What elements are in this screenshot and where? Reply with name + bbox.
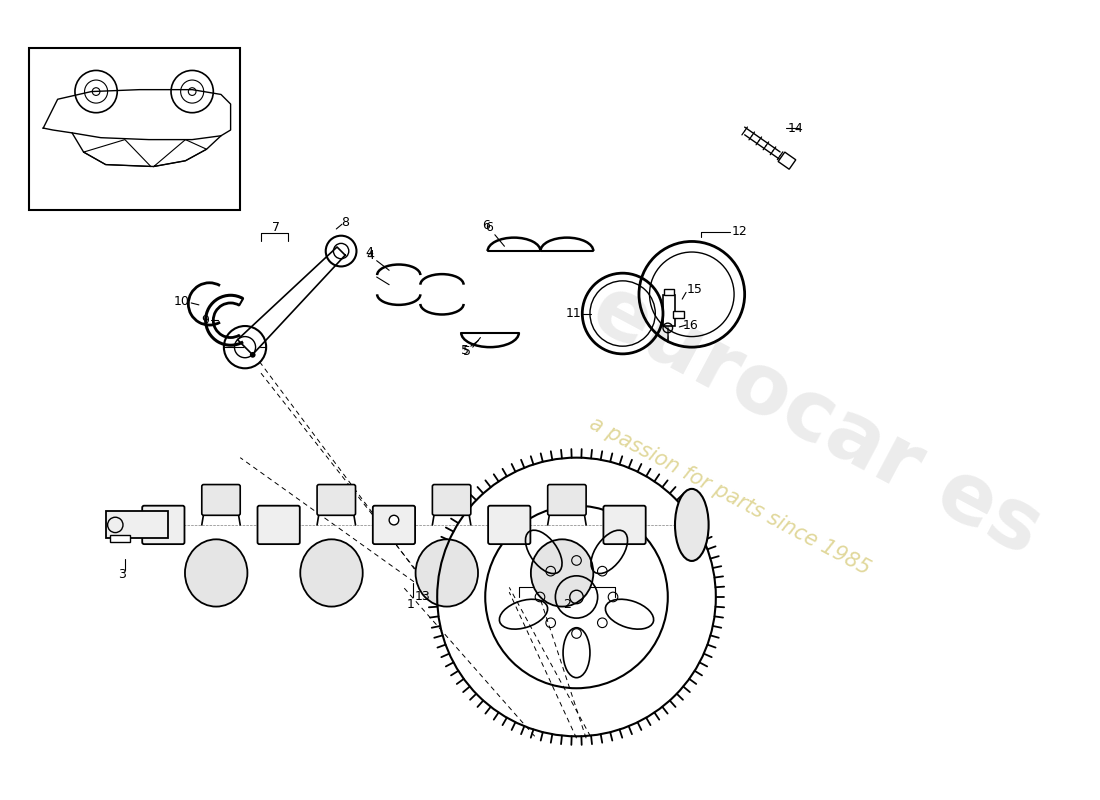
FancyBboxPatch shape xyxy=(257,506,300,544)
Circle shape xyxy=(389,515,399,525)
Bar xyxy=(672,310,684,318)
FancyBboxPatch shape xyxy=(488,506,530,544)
Bar xyxy=(663,295,674,326)
Text: 4: 4 xyxy=(365,246,373,259)
Bar xyxy=(778,152,795,170)
Bar xyxy=(664,289,673,295)
Text: 5: 5 xyxy=(461,343,469,357)
FancyBboxPatch shape xyxy=(142,506,185,544)
Ellipse shape xyxy=(416,539,478,606)
Text: 2: 2 xyxy=(563,598,571,611)
Text: 6: 6 xyxy=(482,218,490,232)
Text: 11: 11 xyxy=(565,307,581,320)
Text: 8: 8 xyxy=(341,216,349,229)
Text: a passion for parts since 1985: a passion for parts since 1985 xyxy=(586,414,874,579)
Bar xyxy=(106,511,168,538)
Text: 7: 7 xyxy=(272,221,279,234)
Text: 12: 12 xyxy=(733,226,748,238)
FancyBboxPatch shape xyxy=(604,506,646,544)
Text: eurocar es: eurocar es xyxy=(579,267,1055,571)
Ellipse shape xyxy=(300,539,363,606)
FancyBboxPatch shape xyxy=(548,485,586,515)
Text: 4: 4 xyxy=(367,250,375,262)
Text: 6: 6 xyxy=(485,221,493,234)
Text: 15: 15 xyxy=(688,283,703,296)
FancyBboxPatch shape xyxy=(432,485,471,515)
Text: 10: 10 xyxy=(174,294,189,307)
Text: 1: 1 xyxy=(406,598,415,611)
Bar xyxy=(29,48,240,210)
Bar xyxy=(110,534,130,542)
FancyBboxPatch shape xyxy=(373,506,415,544)
Polygon shape xyxy=(238,247,345,354)
Text: 9: 9 xyxy=(201,314,209,326)
Text: 3: 3 xyxy=(118,568,127,582)
FancyBboxPatch shape xyxy=(201,485,240,515)
Ellipse shape xyxy=(185,539,248,606)
Text: 5: 5 xyxy=(463,346,471,358)
FancyBboxPatch shape xyxy=(317,485,355,515)
Circle shape xyxy=(250,352,255,358)
Text: 16: 16 xyxy=(682,318,698,331)
Ellipse shape xyxy=(531,539,593,606)
Text: 14: 14 xyxy=(788,122,804,134)
Ellipse shape xyxy=(675,489,708,561)
Text: 13: 13 xyxy=(415,590,430,603)
